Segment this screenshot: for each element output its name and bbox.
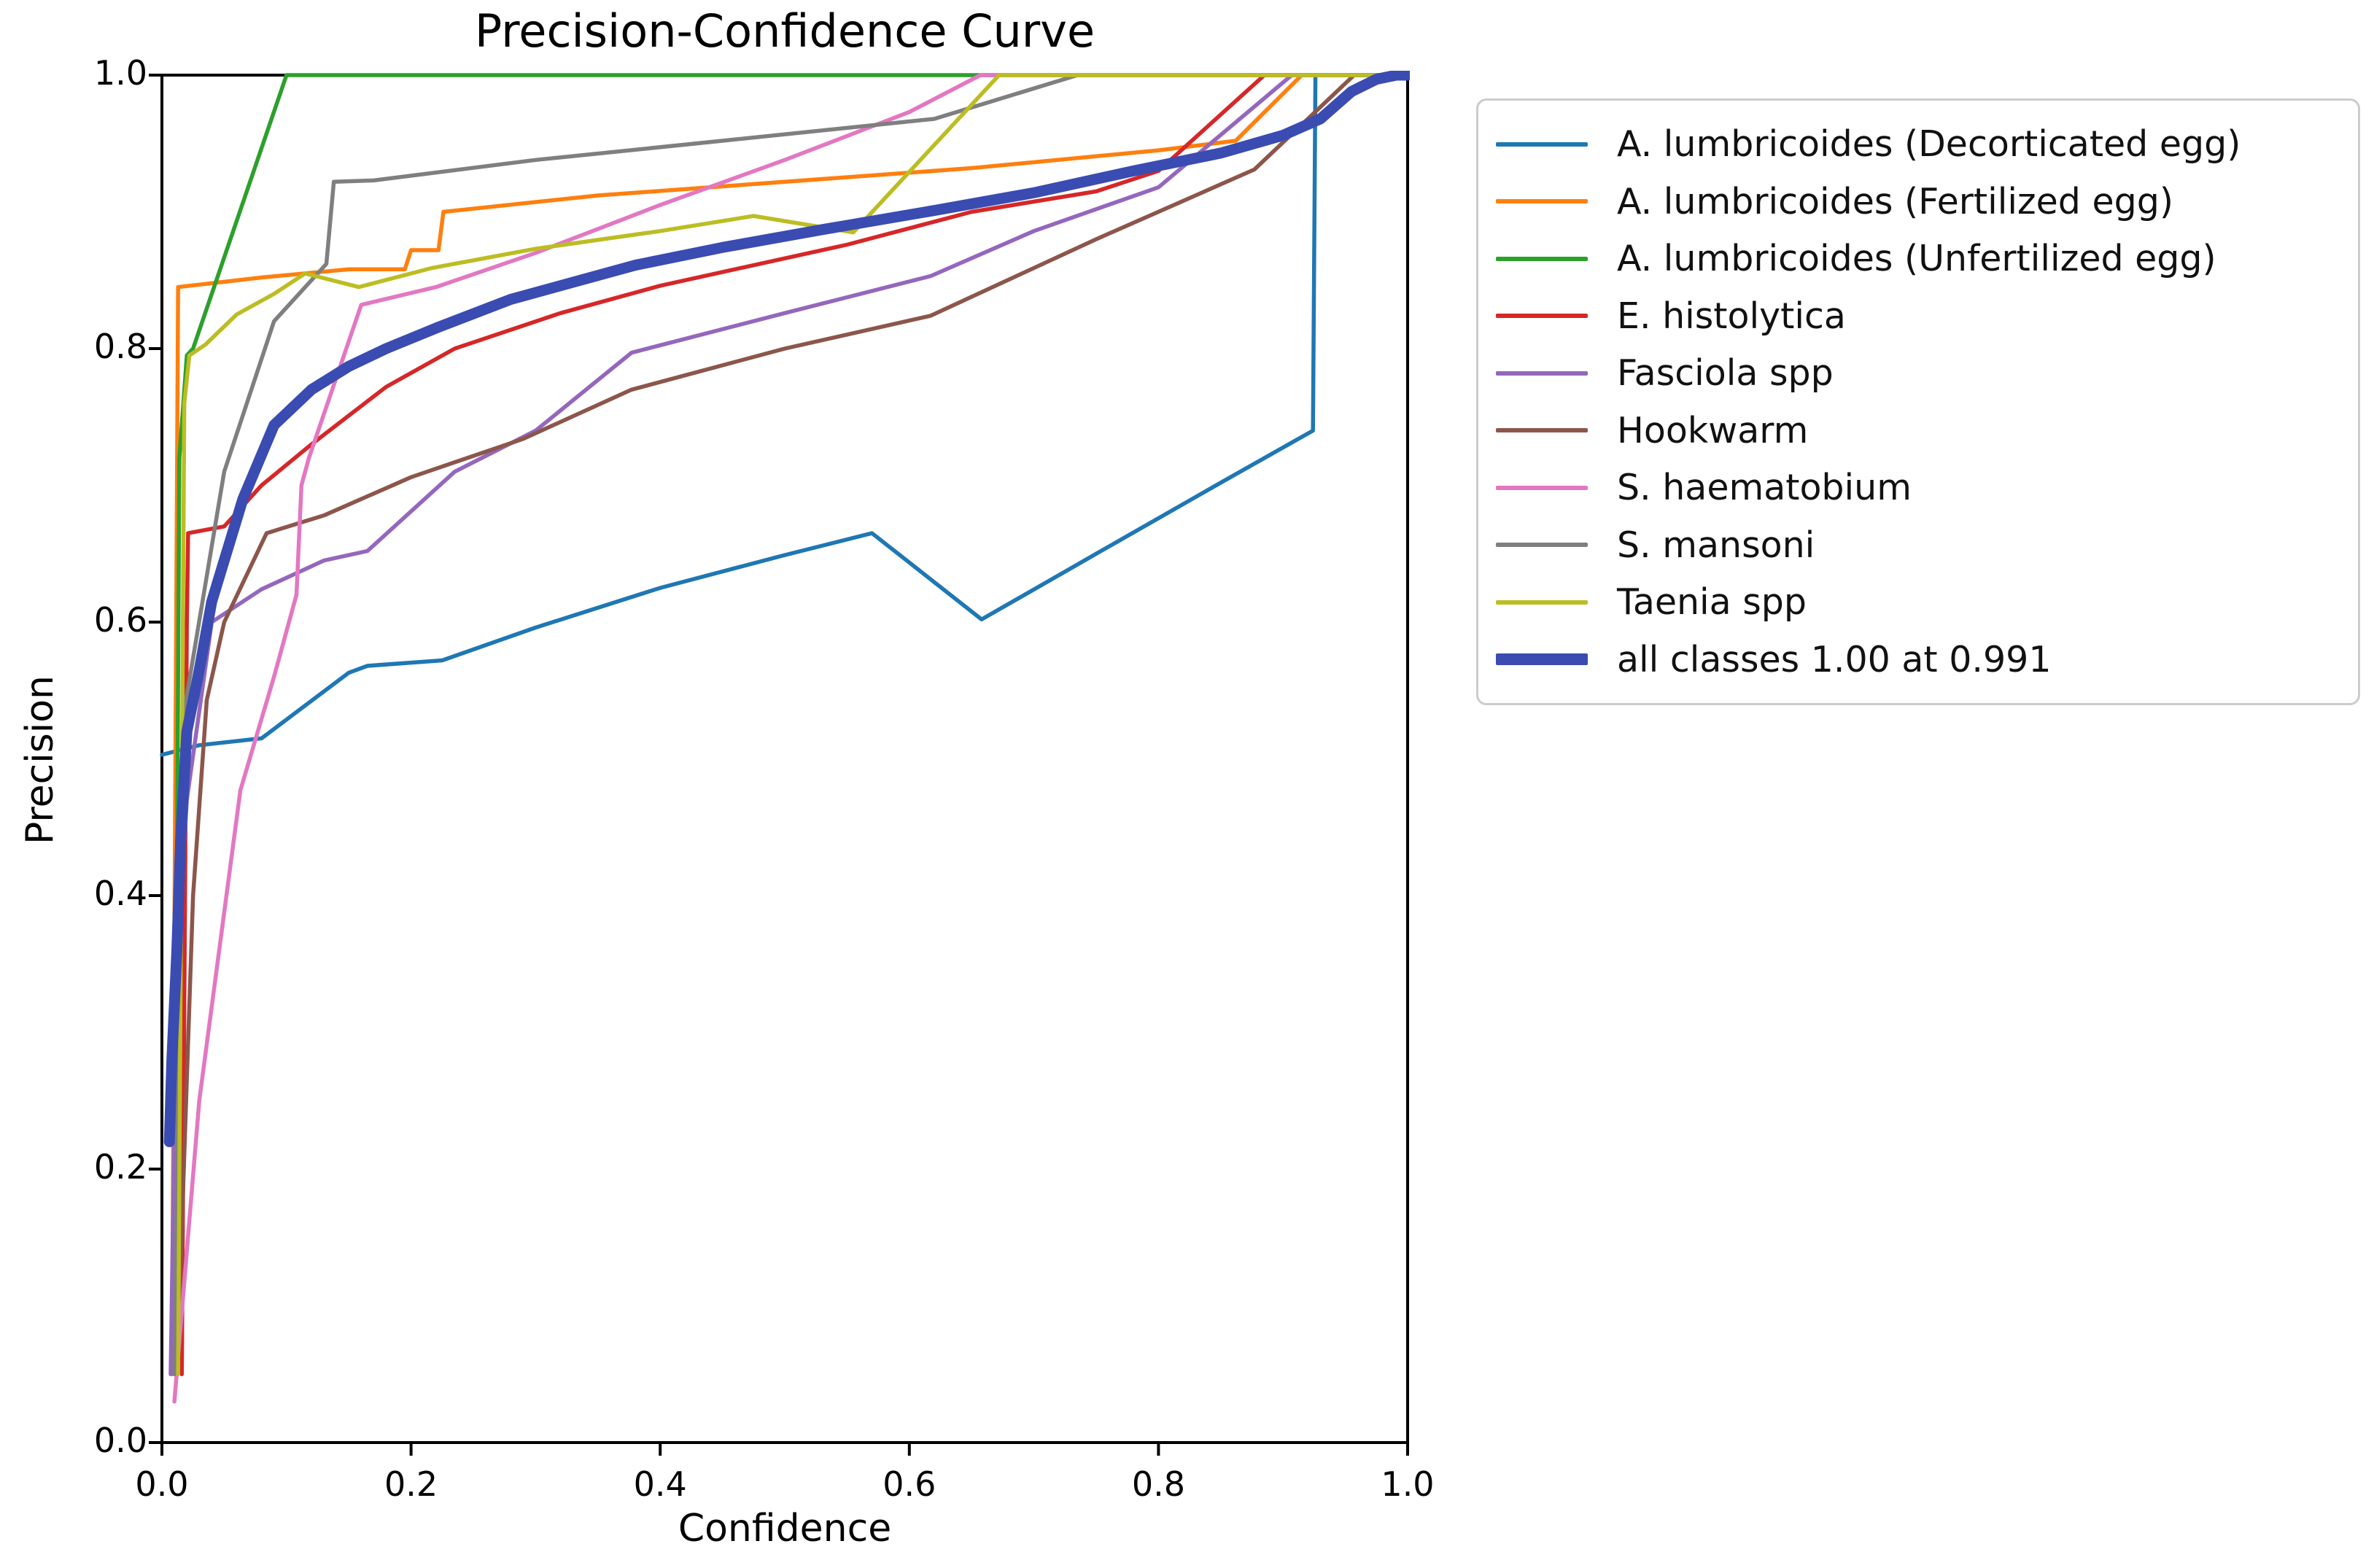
legend-label: S. mansoni — [1617, 524, 1815, 566]
legend-line-swatch — [1496, 370, 1588, 376]
curve-a-lumbricoides-decorticated-egg — [160, 73, 1410, 757]
legend-item-fasciola-spp: Fasciola spp — [1496, 352, 2351, 394]
y-tick-label: 1.0 — [93, 53, 147, 93]
y-tick-label: 0.0 — [93, 1421, 147, 1460]
y-axis-label: Precision — [18, 675, 62, 845]
legend-label: all classes 1.00 at 0.991 — [1617, 638, 2052, 680]
legend-line-swatch — [1496, 256, 1588, 261]
legend-label: E. histolytica — [1617, 295, 1846, 337]
chart-title: Precision-Confidence Curve — [474, 4, 1095, 58]
legend-item-a-lumbricoides-decorticated-egg: A. lumbricoides (Decorticated egg) — [1496, 123, 2351, 165]
legend-label: Fasciola spp — [1617, 352, 1834, 395]
x-tick-label: 0.6 — [883, 1464, 936, 1504]
legend-label: A. lumbricoides (Unfertilized egg) — [1617, 238, 2216, 280]
legend-line-swatch — [1496, 314, 1588, 319]
curve-a-lumbricoides-fertilized-egg — [169, 73, 1410, 1377]
x-axis-label: Confidence — [678, 1507, 892, 1550]
plot-area-spines — [160, 74, 1409, 1444]
curves-group — [160, 71, 1410, 1404]
curve-s-haematobium — [172, 73, 1410, 1404]
legend-label: A. lumbricoides (Decorticated egg) — [1617, 123, 2241, 166]
curve-all-classes — [163, 71, 1410, 1147]
curve-fasciola-spp — [168, 73, 1410, 1377]
legend-label: A. lumbricoides (Fertilized egg) — [1617, 180, 2173, 222]
curve-e-histolytica — [179, 73, 1410, 1377]
legend-item-taenia-spp: Taenia spp — [1496, 581, 2351, 623]
legend-line-swatch — [1496, 141, 1588, 147]
legend-line-swatch — [1496, 485, 1588, 490]
legend-item-hookwarm: Hookwarm — [1496, 410, 2351, 451]
y-tick-label: 0.6 — [93, 600, 147, 640]
legend: A. lumbricoides (Decorticated egg) A. lum… — [1476, 98, 2360, 705]
x-tick-label: 0.0 — [135, 1464, 189, 1504]
x-tick-label: 0.4 — [633, 1464, 687, 1504]
legend-item-all-classes: all classes 1.00 at 0.991 — [1496, 639, 2351, 680]
legend-item-a-lumbricoides-fertilized-egg: A. lumbricoides (Fertilized egg) — [1496, 181, 2351, 222]
legend-item-a-lumbricoides-unfertilized-egg: A. lumbricoides (Unfertilized egg) — [1496, 238, 2351, 279]
y-tick-label: 0.2 — [93, 1147, 147, 1187]
legend-label: Hookwarm — [1617, 409, 1809, 451]
legend-line-swatch — [1496, 428, 1588, 433]
x-tick-label: 1.0 — [1381, 1464, 1435, 1504]
legend-label: Taenia spp — [1617, 581, 1807, 624]
legend-line-swatch — [1496, 653, 1588, 666]
x-tick-label: 0.8 — [1131, 1464, 1185, 1504]
legend-line-swatch — [1496, 543, 1588, 548]
y-tick-label: 0.4 — [93, 874, 147, 913]
curve-hookwarm — [174, 73, 1410, 1377]
legend-item-s-mansoni: S. mansoni — [1496, 524, 2351, 566]
curve-a-lumbricoides-unfertilized-egg — [172, 73, 1410, 1335]
legend-label: S. haematobium — [1617, 467, 1912, 509]
legend-item-s-haematobium: S. haematobium — [1496, 467, 2351, 508]
legend-line-swatch — [1496, 599, 1588, 605]
y-tick-label: 0.8 — [93, 327, 147, 366]
x-tick-label: 0.2 — [384, 1464, 438, 1504]
legend-item-e-histolytica: E. histolytica — [1496, 295, 2351, 337]
curve-s-mansoni — [172, 73, 1410, 1377]
legend-line-swatch — [1496, 199, 1588, 204]
